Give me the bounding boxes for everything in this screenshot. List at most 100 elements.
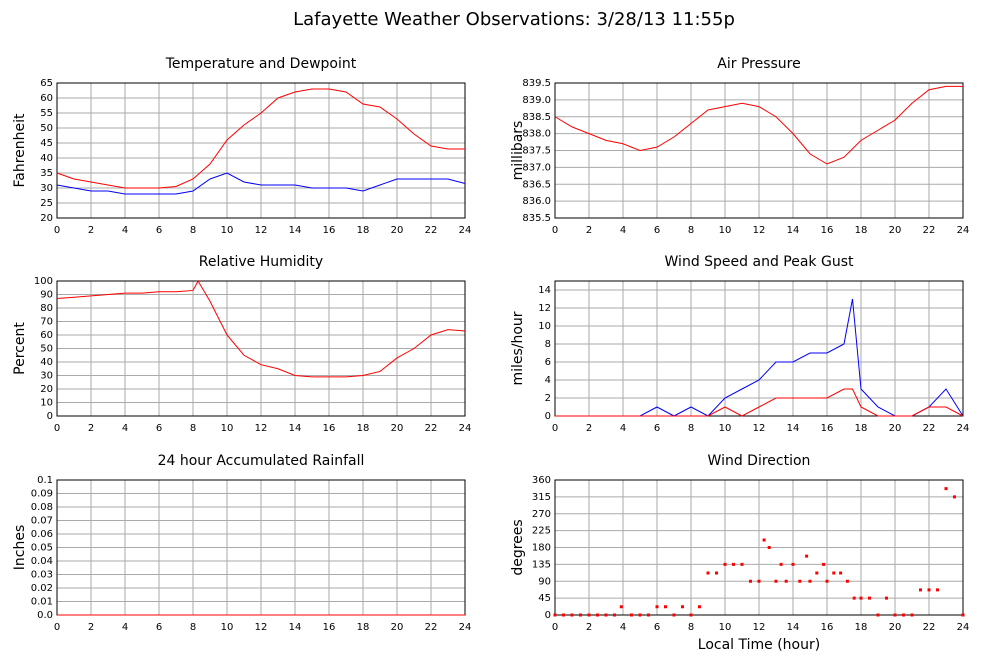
y-tick-label: 90 bbox=[538, 576, 551, 587]
x-tick-label: 0 bbox=[552, 423, 558, 434]
data-point bbox=[723, 562, 727, 566]
y-tick-label: 12 bbox=[538, 303, 551, 314]
x-tick-label: 18 bbox=[855, 622, 868, 633]
data-point bbox=[596, 613, 599, 617]
data-point bbox=[689, 613, 693, 617]
x-tick-label: 12 bbox=[753, 622, 766, 633]
x-tick-label: 4 bbox=[122, 225, 128, 236]
chart-title: Temperature and Dewpoint bbox=[165, 56, 357, 72]
y-tick-label: 836.5 bbox=[522, 179, 551, 190]
plot-frame bbox=[554, 479, 964, 616]
data-point bbox=[784, 579, 788, 583]
x-tick-label: 18 bbox=[855, 423, 868, 434]
x-tick-label: 2 bbox=[88, 622, 94, 633]
data-point bbox=[885, 596, 888, 600]
x-tick-label: 12 bbox=[255, 622, 268, 633]
data-line bbox=[555, 388, 964, 417]
data-point bbox=[579, 613, 582, 617]
data-point bbox=[604, 613, 608, 617]
x-tick-label: 20 bbox=[889, 622, 902, 633]
data-point bbox=[757, 579, 761, 583]
y-tick-label: 50 bbox=[40, 123, 53, 134]
data-point bbox=[774, 579, 778, 583]
y-tick-label: 837.0 bbox=[522, 162, 551, 173]
data-point bbox=[706, 571, 710, 575]
x-axis-label: Local Time (hour) bbox=[698, 637, 820, 653]
x-tick-label: 12 bbox=[255, 225, 268, 236]
y-tick-label: 80 bbox=[40, 303, 53, 314]
x-tick-label: 24 bbox=[957, 225, 970, 236]
y-tick-label: 90 bbox=[40, 290, 53, 301]
y-tick-label: 25 bbox=[40, 198, 53, 209]
x-tick-label: 18 bbox=[357, 225, 370, 236]
plot-frame bbox=[56, 280, 466, 417]
y-tick-label: 100 bbox=[34, 276, 53, 287]
x-tick-label: 10 bbox=[719, 423, 732, 434]
y-axis-label: Percent bbox=[12, 322, 28, 375]
x-tick-label: 10 bbox=[719, 225, 732, 236]
data-point bbox=[832, 571, 836, 575]
data-point bbox=[613, 613, 616, 617]
plot-frame bbox=[56, 82, 466, 219]
y-tick-label: 0.07 bbox=[31, 516, 53, 527]
data-point bbox=[893, 613, 897, 617]
x-tick-label: 16 bbox=[323, 423, 336, 434]
data-point bbox=[749, 579, 752, 583]
y-tick-label: 30 bbox=[40, 371, 53, 382]
x-tick-label: 14 bbox=[787, 225, 800, 236]
y-tick-label: 0.04 bbox=[31, 556, 53, 567]
y-tick-label: 225 bbox=[532, 526, 551, 537]
y-tick-label: 837.5 bbox=[522, 146, 551, 157]
x-tick-label: 14 bbox=[289, 423, 302, 434]
y-tick-label: 180 bbox=[532, 543, 551, 554]
data-line bbox=[56, 279, 466, 378]
data-point bbox=[910, 613, 914, 617]
x-tick-label: 20 bbox=[889, 423, 902, 434]
x-tick-label: 22 bbox=[425, 225, 438, 236]
x-tick-label: 22 bbox=[425, 423, 438, 434]
x-tick-label: 6 bbox=[156, 423, 162, 434]
x-tick-label: 16 bbox=[323, 622, 336, 633]
x-tick-label: 8 bbox=[190, 423, 196, 434]
x-tick-label: 8 bbox=[688, 225, 694, 236]
chart-title: Relative Humidity bbox=[199, 254, 323, 270]
y-tick-label: 0 bbox=[545, 610, 551, 621]
chart-title: Air Pressure bbox=[717, 56, 800, 72]
x-tick-label: 20 bbox=[391, 225, 404, 236]
x-tick-label: 12 bbox=[753, 225, 766, 236]
y-tick-label: 55 bbox=[40, 108, 53, 119]
x-tick-label: 6 bbox=[654, 622, 660, 633]
y-tick-label: 40 bbox=[40, 153, 53, 164]
data-point bbox=[868, 596, 871, 600]
data-point bbox=[664, 605, 667, 609]
data-line bbox=[554, 85, 963, 165]
data-point bbox=[732, 562, 735, 566]
data-point bbox=[859, 596, 863, 600]
x-tick-label: 0 bbox=[54, 225, 60, 236]
x-tick-label: 10 bbox=[221, 225, 234, 236]
y-tick-label: 60 bbox=[40, 93, 53, 104]
x-tick-label: 14 bbox=[787, 622, 800, 633]
x-tick-label: 2 bbox=[586, 622, 592, 633]
data-point bbox=[845, 579, 849, 583]
x-tick-label: 18 bbox=[855, 225, 868, 236]
x-tick-label: 22 bbox=[923, 622, 936, 633]
x-tick-label: 22 bbox=[425, 622, 438, 633]
y-tick-label: 2 bbox=[545, 393, 551, 404]
x-tick-label: 24 bbox=[957, 423, 970, 434]
y-tick-label: 50 bbox=[40, 344, 53, 355]
y-tick-label: 270 bbox=[532, 509, 551, 520]
data-point bbox=[876, 613, 880, 617]
x-tick-label: 16 bbox=[323, 225, 336, 236]
x-tick-label: 4 bbox=[122, 423, 128, 434]
y-tick-label: 0.06 bbox=[31, 529, 53, 540]
y-tick-label: 838.0 bbox=[522, 129, 551, 140]
data-point bbox=[715, 571, 718, 575]
y-tick-label: 70 bbox=[40, 317, 53, 328]
x-tick-label: 10 bbox=[221, 622, 234, 633]
data-point bbox=[815, 571, 819, 575]
data-point bbox=[779, 562, 783, 566]
y-tick-label: 40 bbox=[40, 357, 53, 368]
x-tick-label: 2 bbox=[88, 225, 94, 236]
